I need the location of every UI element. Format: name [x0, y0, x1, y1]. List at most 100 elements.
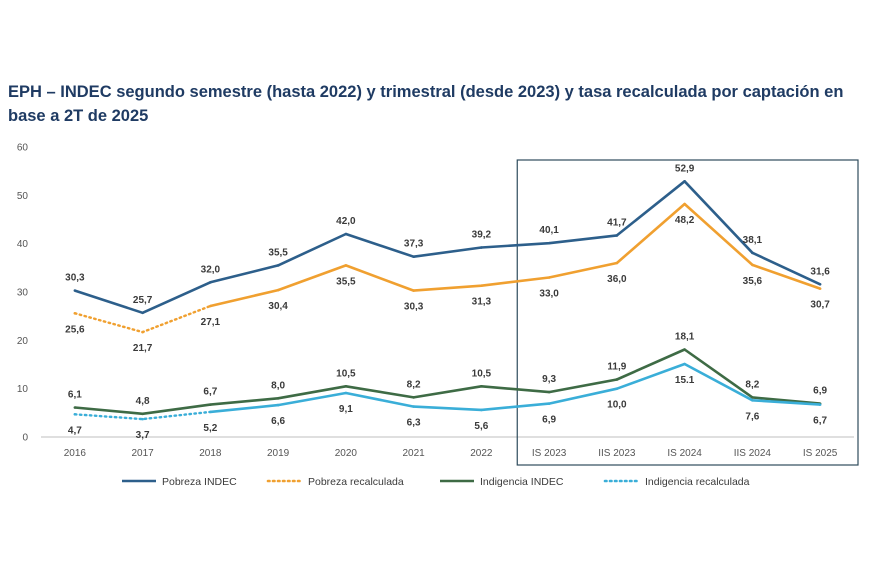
- pobreza-indec-point: [480, 246, 483, 249]
- indigencia-indec-data-label: 8,2: [745, 379, 759, 390]
- x-tick-label: 2022: [470, 448, 493, 459]
- pobreza-recalculada-point: [818, 287, 822, 290]
- indigencia-indec-data-label: 6,9: [813, 386, 827, 397]
- indigencia-recalculada-point: [276, 403, 280, 407]
- pobreza-indec-point: [751, 251, 754, 255]
- pobreza-indec-data-label: 40,1: [539, 225, 559, 236]
- data-label-layer: 30,3 25,7 32,0 35,5 42,0 37,3 39,2 40,1 41,7 52,9…: [65, 163, 830, 441]
- pobreza-indec-point: [276, 264, 280, 267]
- indigencia-recalculada-data-label: 15.1: [675, 375, 695, 386]
- indigencia-recalculada-line-dotted: [73, 410, 212, 421]
- pobreza-indec-data-label: 30,3: [65, 273, 85, 284]
- indigencia-recalculada-data-label: 6,6: [271, 416, 285, 427]
- indigencia-recalculada-point: [344, 391, 348, 395]
- pobreza-recalculada-point: [276, 288, 280, 292]
- y-tick-label: 30: [17, 288, 29, 299]
- indigencia-indec-point: [615, 378, 619, 381]
- indigencia-recalculada-point: [751, 398, 754, 402]
- pobreza-recalculada-point: [615, 261, 619, 265]
- y-tick-label: 0: [22, 433, 28, 444]
- y-tick-label: 50: [17, 191, 29, 202]
- highlight-box: [516, 159, 859, 466]
- indigencia-recalculada-data-label: 3,7: [136, 430, 150, 441]
- chart-title: EPH – INDEC segundo semestre (hasta 2022…: [8, 83, 844, 125]
- indigencia-indec-point: [276, 397, 280, 400]
- x-tick-label: IS 2024: [667, 448, 702, 459]
- pobreza-recalculada-data-label: 30,4: [268, 301, 288, 312]
- pobreza-indec-data-label: 52,9: [675, 163, 695, 174]
- pobreza-recalculada-point: [547, 276, 551, 279]
- pobreza-recalculada-data-label: 21,7: [133, 343, 153, 354]
- indigencia-indec-point: [141, 412, 144, 416]
- x-tick-label: 2018: [199, 448, 222, 459]
- pobreza-recalculada-data-label: 33,0: [539, 289, 559, 300]
- indigencia-recalculada-data-label: 9,1: [339, 404, 353, 415]
- indigencia-indec-point: [683, 348, 686, 351]
- pobreza-indec-data-label: 38,1: [743, 235, 763, 246]
- indigencia-recalculada-data-label: 5,2: [203, 423, 217, 434]
- pobreza-recalculada-data-label: 31,3: [472, 297, 492, 308]
- pobreza-recalculada-line-dotted: [73, 304, 212, 334]
- indigencia-indec-data-label: 9,3: [542, 374, 556, 385]
- indigencia-indec-data-label: 4,8: [136, 396, 150, 407]
- indigencia-recalculada-data-label: 5,6: [474, 421, 488, 432]
- indigencia-indec-point: [344, 384, 348, 388]
- indigencia-indec-data-label: 8,2: [407, 379, 421, 390]
- pobreza-recalculada-line: [210, 202, 821, 308]
- y-tick-label: 60: [17, 143, 29, 154]
- pobreza-recalculada-point: [73, 311, 77, 315]
- series-layer: [73, 180, 822, 421]
- indigencia-recalculada-point: [547, 402, 551, 405]
- pobreza-recalculada-point: [344, 264, 348, 267]
- indigencia-recalculada-data-label: 6,9: [542, 415, 556, 426]
- legend: Pobreza INDEC Pobreza recalculada Indigenc…: [122, 476, 750, 488]
- indigencia-indec-point: [751, 396, 754, 399]
- indigencia-recalculada-data-label: 6,3: [407, 418, 421, 429]
- legend-label-pobreza-recalculada: Pobreza recalculada: [308, 476, 404, 488]
- indigencia-indec-data-label: 8,0: [271, 380, 285, 391]
- x-tick-label: IS 2023: [532, 448, 567, 459]
- pobreza-recalculada-point: [683, 202, 686, 206]
- pobreza-indec-point: [547, 241, 551, 245]
- pobreza-indec-point: [818, 282, 822, 286]
- x-tick-label: IIS 2023: [598, 448, 636, 459]
- indigencia-recalculada-line: [210, 362, 821, 414]
- legend-label-pobreza-indec: Pobreza INDEC: [162, 476, 237, 488]
- pobreza-indec-point: [344, 232, 348, 236]
- pobreza-recalculada-point: [480, 284, 483, 288]
- indigencia-recalculada-point: [818, 403, 822, 406]
- highlight-box-layer: [516, 159, 859, 466]
- pobreza-indec-point: [141, 311, 144, 315]
- indigencia-indec-point: [73, 406, 77, 409]
- indigencia-recalculada-point: [141, 417, 144, 421]
- indigencia-indec-point: [547, 390, 551, 394]
- indigencia-indec-point: [412, 396, 415, 399]
- indigencia-recalculada-point: [615, 387, 619, 390]
- indigencia-recalculada-point: [683, 362, 686, 366]
- indigencia-indec-data-label: 10,5: [472, 368, 492, 379]
- indigencia-recalculada-point: [412, 405, 415, 408]
- indigencia-indec-point: [480, 384, 483, 388]
- pobreza-indec-line: [74, 180, 821, 315]
- pobreza-indec-point: [683, 180, 686, 183]
- pobreza-indec-data-label: 32,0: [201, 264, 221, 275]
- y-tick-label: 40: [17, 239, 29, 250]
- pobreza-indec-data-label: 39,2: [472, 230, 492, 241]
- pobreza-indec-point: [412, 255, 415, 259]
- pobreza-indec-data-label: 25,7: [133, 295, 153, 306]
- indigencia-recalculada-data-label: 6,7: [813, 416, 827, 427]
- indigencia-recalculada-point: [209, 410, 212, 414]
- x-tick-label: 2017: [132, 448, 155, 459]
- indigencia-indec-data-label: 11,9: [607, 361, 626, 372]
- indigencia-indec-data-label: 6,1: [68, 390, 82, 401]
- pobreza-recalculada-point: [751, 263, 754, 267]
- pobreza-indec-data-label: 41,7: [607, 217, 627, 228]
- pobreza-indec-data-label: 42,0: [336, 216, 356, 227]
- pobreza-recalculada-data-label: 48,2: [675, 215, 695, 226]
- indigencia-indec-line: [74, 348, 821, 416]
- pobreza-recalculada-data-label: 36,0: [607, 274, 627, 285]
- axis-layer: 0 10 20 30 40 50 60 2016 2017 2018 2019 2020 2021 202…: [17, 143, 854, 459]
- indigencia-recalculada-point: [73, 412, 77, 416]
- y-tick-label: 10: [17, 384, 29, 395]
